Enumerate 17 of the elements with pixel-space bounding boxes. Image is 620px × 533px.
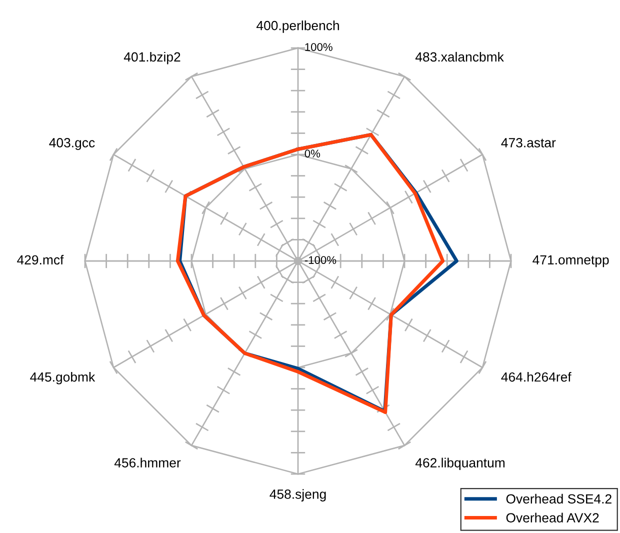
y-tick-label: 0% [304, 150, 320, 158]
spoke-label: 403.gcc [49, 138, 95, 150]
y-tick-label: -100% [304, 256, 336, 264]
legend-label: Overhead AVX2 [506, 512, 599, 522]
spoke-label: 456.hmmer [114, 458, 181, 468]
spoke-label: 445.gobmk [30, 372, 96, 384]
spoke-label: 429.mcf [17, 254, 64, 265]
spoke-label: 464.h264ref [501, 372, 572, 382]
spoke-label: 471.omnetpp [532, 255, 609, 268]
spoke-label: 483.xalancbmk [415, 52, 504, 62]
legend-label: Overhead SSE4.2 [506, 494, 612, 504]
spoke-label: 400.perlbench [256, 20, 339, 33]
y-tick-label: 100% [305, 43, 332, 51]
spoke-label: 401.bzip2 [124, 52, 180, 64]
spoke-label: 458.sjeng [270, 489, 326, 502]
spoke-label: 462.libquantum [415, 458, 505, 470]
spoke-label: 473.astar [501, 138, 556, 148]
